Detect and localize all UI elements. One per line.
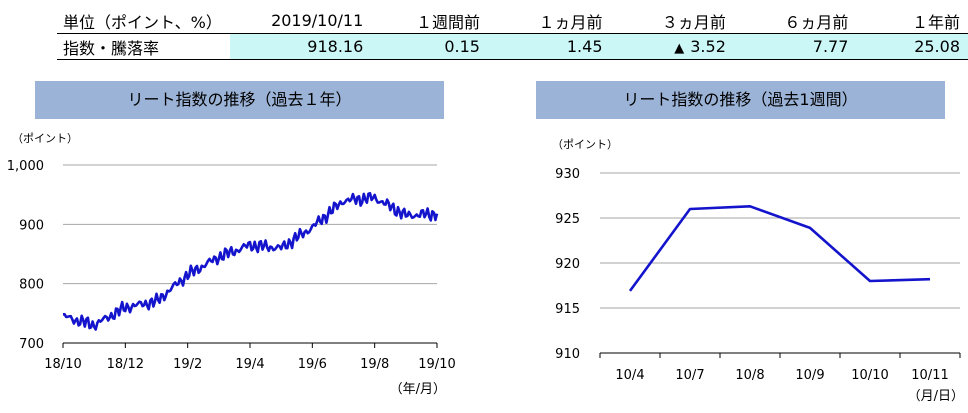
left-y-unit: （ポイント） — [12, 132, 78, 145]
right-x-tick-label: 10/10 — [851, 368, 888, 383]
summary-table: 単位（ポイント、%） 2019/10/11 １週間前 １ヵ月前 ３ヵ月前 ６ヵ月… — [57, 8, 968, 60]
right-x-tick-label: 10/9 — [795, 368, 824, 383]
row-label: 指数・騰落率 — [57, 33, 230, 60]
header-1month: １ヵ月前 — [487, 8, 611, 34]
right-y-tick-label: 925 — [555, 212, 580, 227]
right-x-tick-label: 10/4 — [615, 368, 644, 383]
left-x-tick-label: 18/12 — [107, 357, 144, 372]
left-x-tick-label: 19/2 — [173, 357, 202, 372]
up-triangle-icon: ▲ — [674, 41, 685, 56]
value-1year: 25.08 — [856, 33, 968, 60]
summary-value-row: 指数・騰落率 918.16 0.15 1.45 ▲ 3.52 7.77 25.08 — [57, 33, 968, 60]
header-6months: ６ヵ月前 — [733, 8, 857, 34]
right-x-ticks: 10/4 10/7 10/8 10/9 10/10 10/11 — [615, 368, 948, 383]
right-chart-title: リート指数の推移（過去1週間） — [536, 81, 945, 119]
header-1week: １週間前 — [371, 8, 488, 34]
left-y-tick-label: 1,000 — [7, 159, 44, 174]
header-date: 2019/10/11 — [229, 8, 372, 34]
value-6months: 7.77 — [733, 33, 857, 60]
left-chart: （ポイント） 700 800 900 1,000 18/10 18/12 19/2 19/4… — [7, 132, 456, 397]
left-y-tick-label: 900 — [19, 218, 44, 233]
right-y-tick-label: 930 — [555, 167, 580, 182]
left-x-tick-label: 19/4 — [235, 357, 264, 372]
left-y-tick-label: 800 — [19, 278, 44, 293]
right-y-unit: （ポイント） — [552, 138, 618, 151]
right-x-tick-label: 10/8 — [735, 368, 764, 383]
left-chart-title: リート指数の推移（過去１年） — [35, 81, 444, 119]
left-x-tick-label: 18/10 — [44, 357, 81, 372]
left-y-tick-label: 700 — [19, 337, 44, 352]
left-series-line — [63, 191, 439, 331]
right-y-tick-label: 920 — [555, 257, 580, 272]
left-x-unit: （年/月） — [390, 382, 446, 397]
right-gridlines — [599, 172, 961, 358]
value-1month: 1.45 — [487, 33, 611, 60]
right-y-tick-label: 915 — [555, 302, 580, 317]
value-index: 918.16 — [229, 33, 372, 60]
value-3months: ▲ 3.52 — [610, 33, 734, 60]
right-x-tick-label: 10/11 — [911, 368, 948, 383]
header-1year: １年前 — [856, 8, 968, 34]
left-x-tick-label: 19/6 — [298, 357, 327, 372]
left-x-tick-label: 19/8 — [360, 357, 389, 372]
right-y-ticks: 910 915 920 925 930 — [555, 167, 580, 362]
right-y-tick-label: 910 — [555, 347, 580, 362]
left-x-tick-label: 19/10 — [418, 357, 455, 372]
left-y-ticks: 700 800 900 1,000 — [7, 159, 44, 352]
summary-header-row: 単位（ポイント、%） 2019/10/11 １週間前 １ヵ月前 ３ヵ月前 ６ヵ月… — [57, 8, 968, 34]
value-1week: 0.15 — [371, 33, 488, 60]
header-3months: ３ヵ月前 — [610, 8, 734, 34]
header-unit: 単位（ポイント、%） — [57, 8, 230, 34]
value-3months-number: 3.52 — [690, 37, 726, 56]
right-x-unit: （月/日） — [908, 389, 964, 404]
right-series-line — [628, 205, 931, 292]
left-gridlines — [62, 164, 438, 348]
right-x-tick-label: 10/7 — [675, 368, 704, 383]
left-x-ticks: 18/10 18/12 19/2 19/4 19/6 19/8 19/10 — [44, 357, 455, 372]
